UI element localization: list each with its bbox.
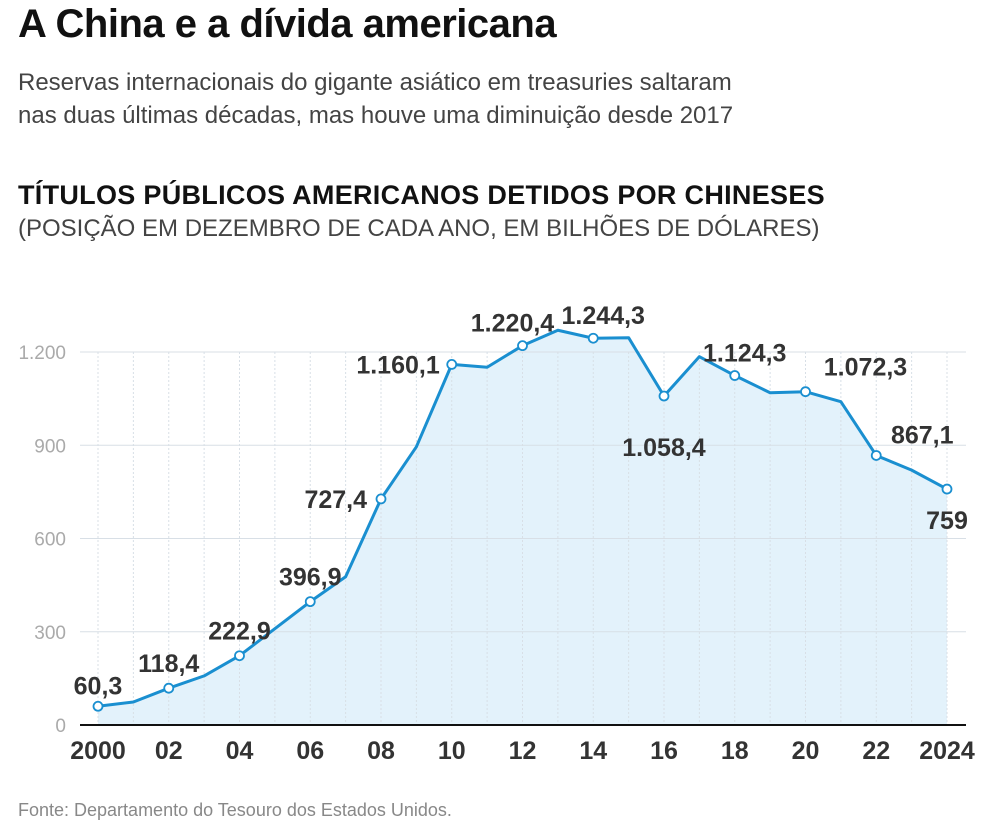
data-point-marker [92,700,104,712]
page-title: A China e a dívida americana [18,2,557,46]
data-label: 222,9 [208,618,271,646]
data-label: 867,1 [891,421,954,449]
data-point-marker [446,359,458,370]
x-tick-label: 08 [367,737,395,765]
data-point-marker [375,493,387,505]
x-tick-label: 2024 [919,737,975,765]
x-tick-label: 16 [650,737,678,765]
x-tick-label: 2000 [70,737,126,765]
y-tick-label: 1.200 [18,343,66,364]
data-label: 1.124,3 [703,340,786,368]
source-note: Fonte: Departamento do Tesouro dos Estad… [18,800,452,820]
data-point-marker [658,390,670,402]
data-label: 759 [926,507,968,535]
data-label: 1.244,3 [562,302,645,330]
data-point-marker [304,596,316,608]
data-label: 118,4 [138,650,199,678]
data-point-marker [163,682,175,694]
data-label: 1.058,4 [622,434,706,462]
data-point-marker [941,483,953,495]
x-tick-label: 14 [579,737,607,765]
subtitle-line-1: Reservas internacionais do gigante asiát… [18,69,732,96]
chart-subtitle: (POSIÇÃO EM DEZEMBRO DE CADA ANO, EM BIL… [18,215,820,242]
data-point-marker [517,340,528,352]
data-label: 60,3 [74,672,123,700]
subtitle-line-2: nas duas últimas décadas, mas houve uma … [18,102,734,129]
data-label: 396,9 [279,564,342,592]
data-label: 727,4 [304,486,367,514]
x-tick-label: 10 [438,737,466,765]
chart-title: TÍTULOS PÚBLICOS AMERICANOS DETIDOS POR … [18,180,825,210]
data-label: 1.072,3 [824,354,907,382]
x-tick-label: 20 [792,737,820,765]
data-label: 1.220,4 [471,310,555,338]
x-tick-label: 06 [296,737,324,765]
y-tick-label: 600 [34,530,66,551]
page-subtitle: Reservas internacionais do gigante asiát… [18,66,968,132]
data-label: 1.160,1 [356,351,440,379]
y-tick-label: 0 [55,716,66,737]
y-tick-label: 900 [34,436,66,457]
x-tick-label: 04 [226,737,254,765]
data-point-marker [234,650,245,662]
data-point-marker [587,332,599,344]
x-tick-label: 18 [721,737,749,765]
data-point-marker [729,370,741,381]
x-tick-label: 02 [155,737,183,765]
x-tick-label: 22 [862,737,890,765]
y-tick-label: 300 [34,623,66,644]
data-point-marker [800,386,811,398]
data-point-marker [870,450,882,461]
x-tick-label: 12 [509,737,537,765]
